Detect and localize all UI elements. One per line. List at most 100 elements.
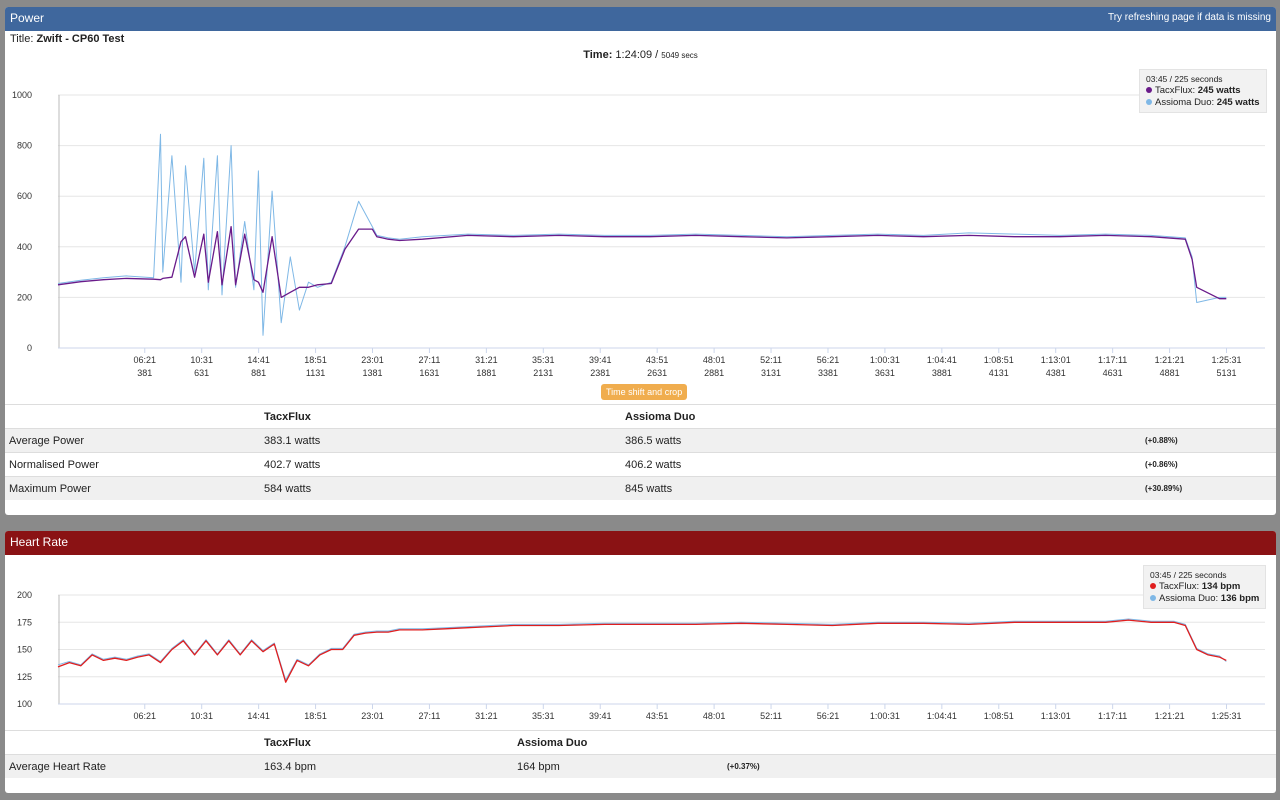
power-xtick-label: 1:25:31: [1211, 355, 1241, 365]
blue-dot-icon: [1150, 595, 1156, 602]
hr-ytick-label: 125: [17, 672, 32, 682]
power-xtick-label: 31:21: [475, 355, 498, 365]
power-xtick-sublabel: 3381: [818, 368, 838, 378]
hr-xtick-label: 1:00:31: [870, 711, 900, 721]
row-label: Normalised Power: [5, 452, 260, 477]
power-header: Power Try refreshing page if data is mis…: [5, 7, 1276, 31]
power-xtick-label: 56:21: [817, 355, 840, 365]
table-header-empty: [5, 404, 260, 429]
time-value: 1:24:09: [615, 49, 653, 61]
hr-tooltip-s2: Assioma Duo: 136 bpm: [1150, 593, 1259, 605]
power-panel: Power Try refreshing page if data is mis…: [5, 7, 1276, 515]
power-tooltip-s1-name: TacxFlux: [1155, 85, 1193, 96]
power-tooltip-s2: Assioma Duo: 245 watts: [1146, 97, 1260, 109]
row-diff: (+0.37%): [723, 754, 1276, 778]
row-label: Maximum Power: [5, 476, 260, 500]
heart-rate-panel: Heart Rate 100 125 150 175 200 06:21 10:31 14:4…: [5, 531, 1276, 793]
row-diff: (+0.88%): [1141, 428, 1276, 453]
power-xtick-sublabel: 3881: [932, 368, 952, 378]
hr-xtick-label: 31:21: [475, 711, 498, 721]
power-ytick-label: 0: [27, 343, 32, 353]
table-row: Normalised Power 402.7 watts 406.2 watts…: [5, 452, 1276, 477]
power-xtick-label: 10:31: [190, 355, 213, 365]
hr-xtick-label: 52:11: [760, 711, 782, 721]
power-xtick-label: 23:01: [361, 355, 384, 365]
table-row: Average Power 383.1 watts 386.5 watts (+…: [5, 428, 1276, 453]
row-v2: 406.2 watts: [621, 452, 1141, 477]
power-xtick-sublabel: 3131: [761, 368, 781, 378]
power-tooltip-s1: TacxFlux: 245 watts: [1146, 85, 1260, 97]
power-xtick-label: 48:01: [703, 355, 726, 365]
hr-xtick-label: 10:31: [190, 711, 213, 721]
row-v2: 164 bpm: [513, 754, 723, 778]
heart-rate-header: Heart Rate: [5, 531, 1276, 555]
power-xtick-sublabel: 4131: [989, 368, 1009, 378]
hr-xtick-label: 56:21: [817, 711, 840, 721]
time-line: Time: 1:24:09 / 5049 secs: [583, 49, 698, 61]
power-series-assioma-duo: [57, 133, 1227, 336]
time-shift-crop-button[interactable]: Time shift and crop: [601, 384, 688, 400]
table-row: Maximum Power 584 watts 845 watts (+30.8…: [5, 476, 1276, 500]
purple-dot-icon: [1146, 87, 1152, 94]
power-xtick-label: 1:04:41: [927, 355, 957, 365]
power-xtick-label: 1:00:31: [870, 355, 900, 365]
power-tooltip-time: 03:45 / 225 seconds: [1146, 74, 1223, 84]
hr-xtick-label: 1:04:41: [927, 711, 957, 721]
power-xtick-label: 1:21:21: [1155, 355, 1185, 365]
hr-xtick-label: 18:51: [304, 711, 327, 721]
row-diff: (+0.86%): [1141, 452, 1276, 477]
power-chart[interactable]: 0 200 400 600 800 1000 06:21 381 10:31 631 14:41 88…: [5, 87, 1276, 382]
power-xtick-sublabel: 2131: [533, 368, 553, 378]
power-ytick-label: 1000: [12, 90, 32, 100]
power-xtick-sublabel: 4631: [1103, 368, 1123, 378]
row-v1: 383.1 watts: [260, 428, 621, 453]
hr-tooltip-time: 03:45 / 225 seconds: [1150, 570, 1227, 580]
hr-ytick-label: 175: [17, 617, 32, 627]
power-tooltip-s1-value: 245 watts: [1197, 85, 1241, 96]
power-ytick-label: 400: [17, 242, 32, 252]
activity-title: Title: Zwift - CP60 Test: [10, 33, 124, 45]
table-header-row: TacxFlux Assioma Duo: [5, 730, 1276, 755]
power-xtick-sublabel: 3631: [875, 368, 895, 378]
power-stats-table: TacxFlux Assioma Duo Average Power 383.1…: [5, 404, 1276, 500]
row-v1: 584 watts: [260, 476, 621, 500]
power-xtick-label: 39:41: [589, 355, 612, 365]
hr-xtick-label: 06:21: [134, 711, 157, 721]
row-v2: 845 watts: [621, 476, 1141, 500]
blue-dot-icon: [1146, 99, 1152, 106]
power-header-title: Power: [10, 11, 45, 25]
row-label: Average Power: [5, 428, 260, 453]
table-header-col2: Assioma Duo: [621, 404, 1141, 429]
row-diff: (+30.89%): [1141, 476, 1276, 500]
power-tooltip-s2-value: 245 watts: [1216, 97, 1260, 108]
power-xtick-label: 35:31: [532, 355, 555, 365]
power-xtick-label: 18:51: [304, 355, 327, 365]
hr-tooltip-s1-value: 134 bpm: [1201, 581, 1241, 592]
title-value: Zwift - CP60 Test: [36, 33, 125, 45]
power-xtick-sublabel: 4381: [1046, 368, 1066, 378]
hr-series-assioma-duo: [57, 618, 1227, 681]
power-ytick-label: 200: [17, 292, 32, 302]
power-xtick-label: 43:51: [646, 355, 669, 365]
hr-xtick-label: 14:41: [247, 711, 270, 721]
table-header-col1: TacxFlux: [260, 404, 621, 429]
hr-ytick-label: 150: [17, 645, 32, 655]
power-xtick-sublabel: 5131: [1216, 368, 1236, 378]
hr-xtick-label: 27:11: [419, 711, 441, 721]
table-header-col1: TacxFlux: [260, 730, 513, 755]
red-dot-icon: [1150, 583, 1156, 590]
power-xtick-sublabel: 631: [194, 368, 209, 378]
power-tooltip: 03:45 / 225 seconds TacxFlux: 245 watts …: [1139, 69, 1267, 113]
hr-xtick-label: 35:31: [532, 711, 555, 721]
time-secs: 5049 secs: [661, 51, 698, 60]
hr-xtick-label: 1:13:01: [1041, 711, 1071, 721]
table-header-row: TacxFlux Assioma Duo: [5, 404, 1276, 429]
heart-rate-chart[interactable]: 100 125 150 175 200 06:21 10:31 14:41 18:51 23:01…: [5, 555, 1276, 725]
power-xtick-label: 1:17:11: [1098, 355, 1127, 365]
power-xtick-sublabel: 881: [251, 368, 266, 378]
table-row: Average Heart Rate 163.4 bpm 164 bpm (+0…: [5, 754, 1276, 778]
hr-xtick-label: 39:41: [589, 711, 612, 721]
row-label: Average Heart Rate: [5, 754, 260, 778]
refresh-note: Try refreshing page if data is missing: [1107, 12, 1271, 23]
hr-tooltip-s2-name: Assioma Duo: [1159, 593, 1216, 604]
